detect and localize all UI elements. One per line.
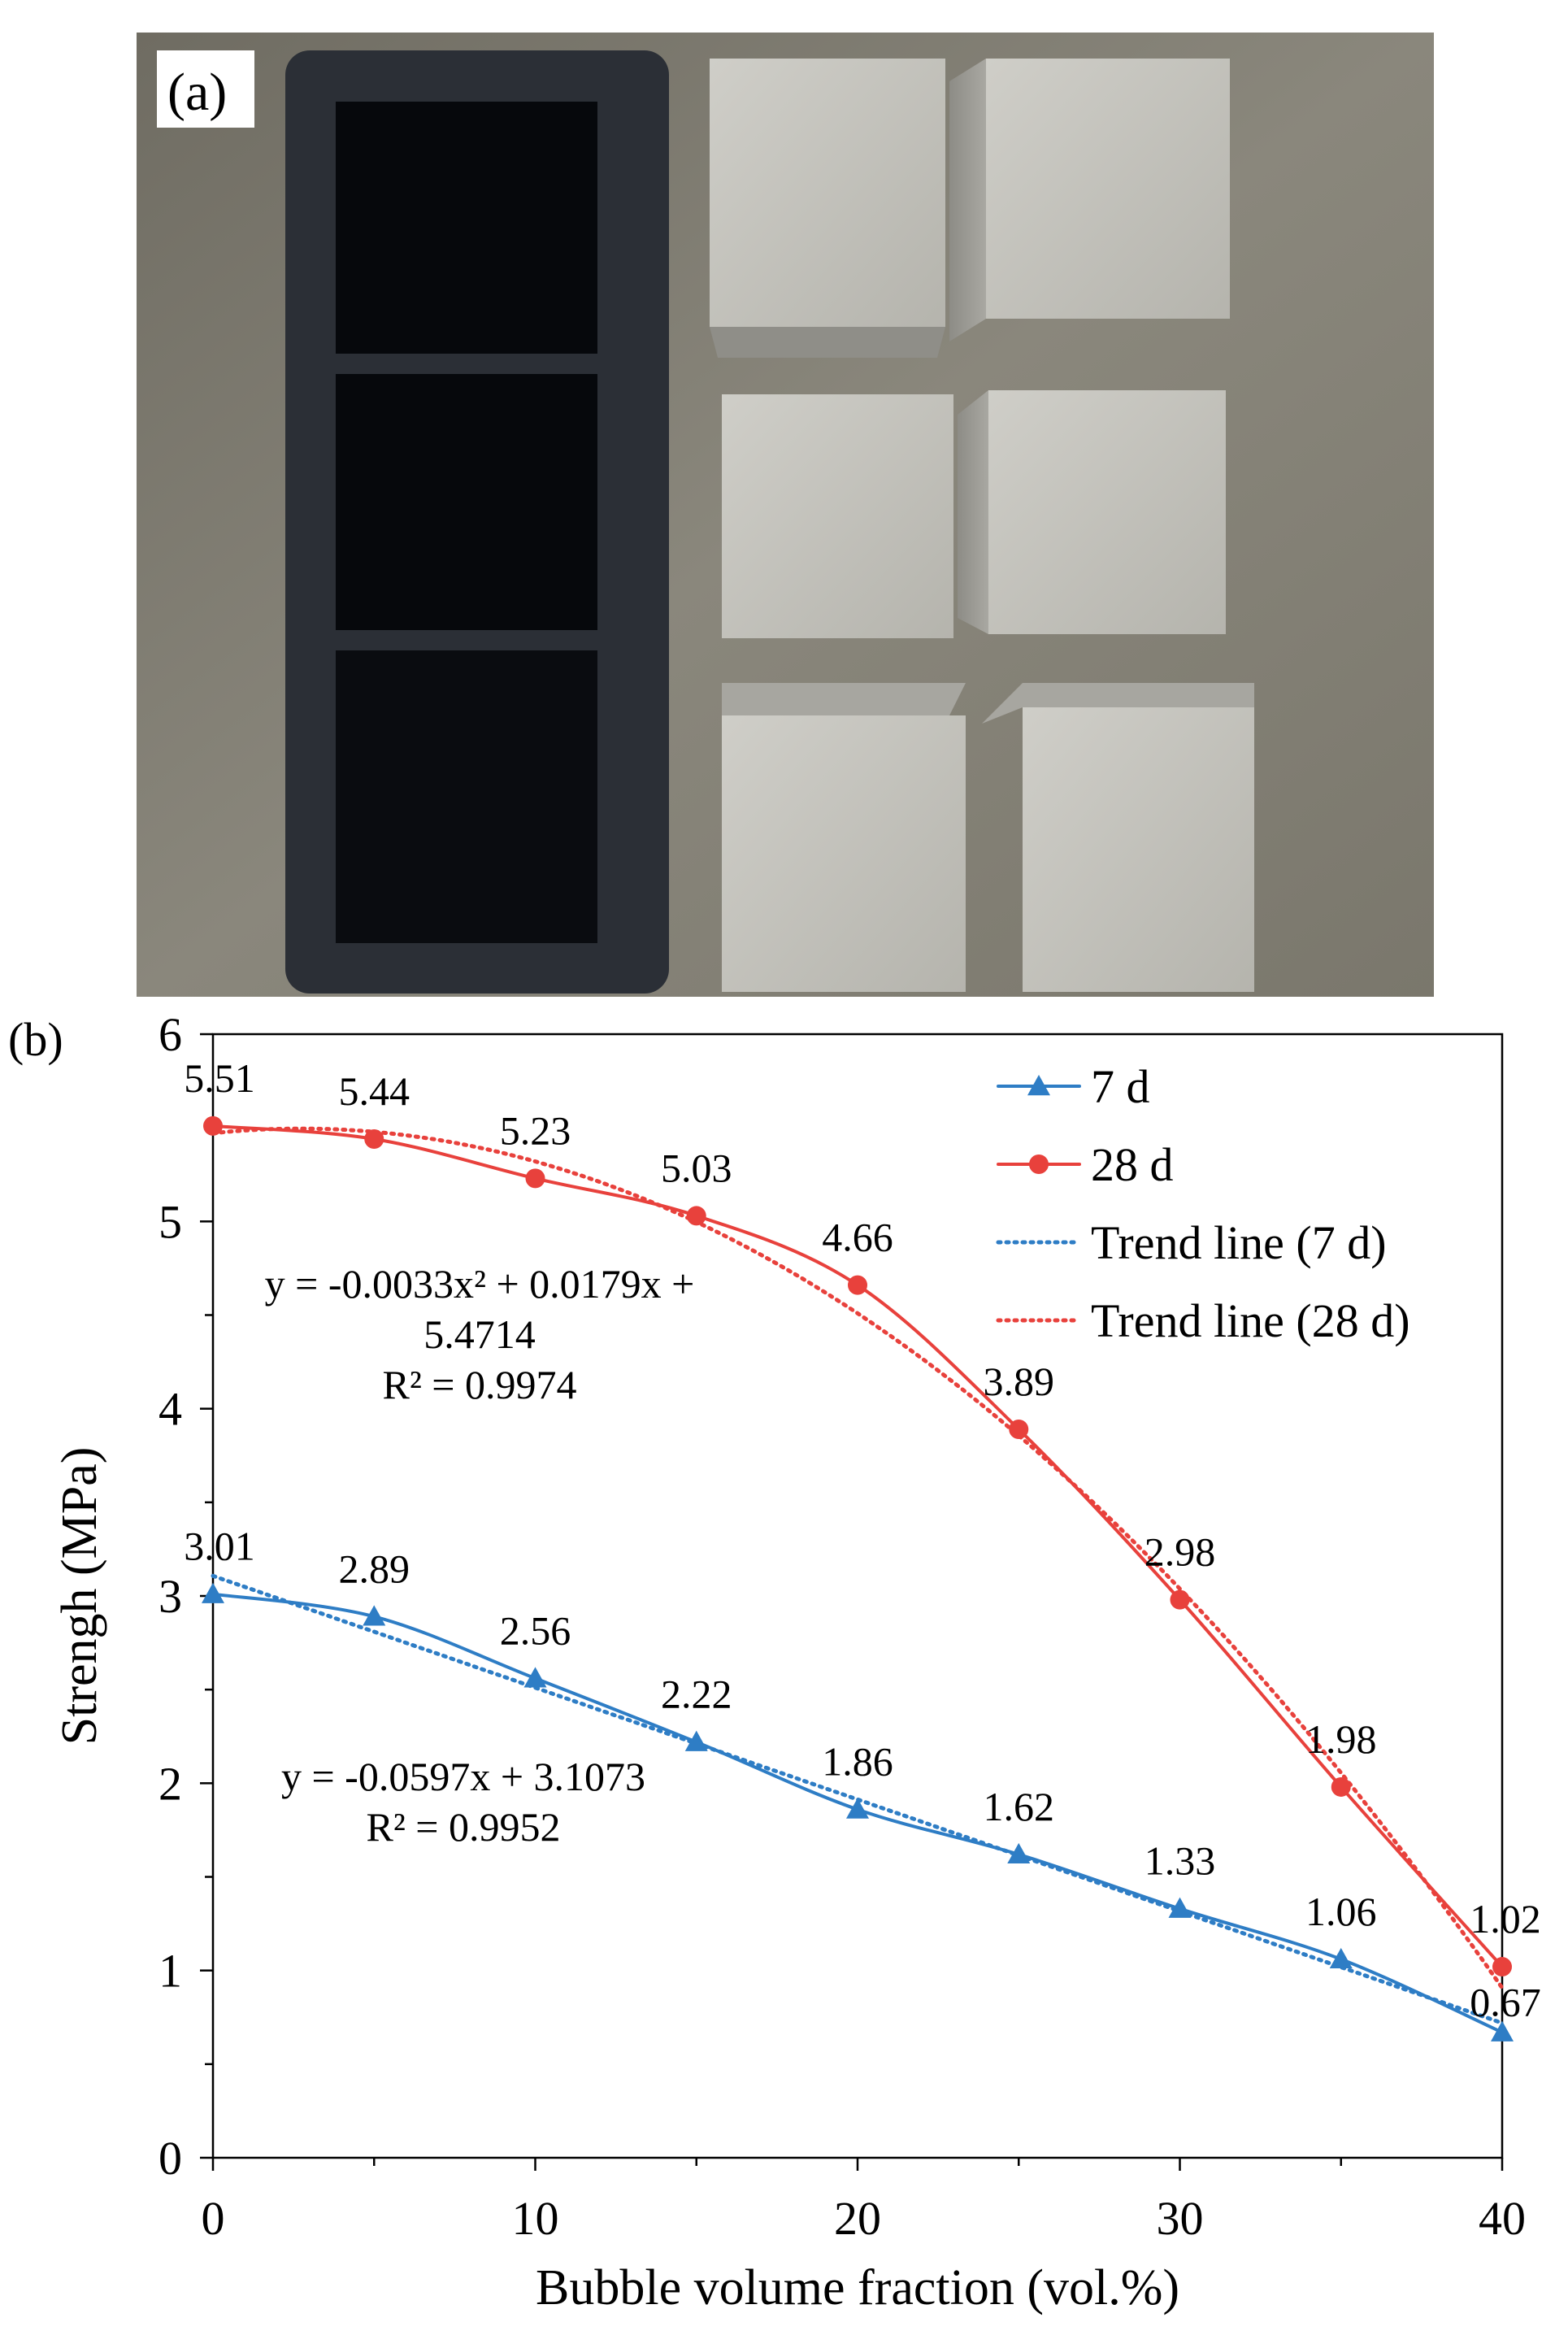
axes: 0 1 2 3 4 5 6 0 10 20 30 40 Bubble volume fraction (… [52,1008,1526,2315]
data-label: 4.66 [822,1215,893,1260]
data-label: 1.33 [1145,1838,1216,1884]
data-point [846,1798,869,1819]
data-point [1168,1897,1192,1918]
data-label: 5.44 [339,1068,410,1114]
data-point [1492,1957,1512,1977]
data-label: 5.23 [500,1107,571,1153]
data-label: 2.22 [661,1672,732,1717]
trendline-1 [211,1126,1505,1990]
y-tick-label: 3 [159,1570,182,1623]
data-point [363,1605,386,1626]
data-label: 5.03 [661,1145,732,1190]
data-point [848,1275,867,1295]
data-point [686,1206,706,1226]
data-point [1170,1589,1190,1610]
panel-a-label: (a) [167,63,227,122]
data-label: 1.06 [1305,1889,1377,1934]
legend-label: 7 d [1091,1060,1150,1113]
x-tick-label: 0 [202,2192,225,2245]
data-label: 1.62 [984,1784,1055,1829]
y-tick-label: 6 [159,1008,182,1061]
legend-marker [1029,1154,1049,1174]
plot-frame [211,1033,1504,2159]
r2-7d: R² = 0.9952 [366,1804,560,1850]
x-axis-label: Bubble volume fraction (vol.%) [536,2260,1179,2315]
r2-28d: R² = 0.9974 [382,1362,576,1407]
data-point [202,1582,224,1603]
concrete-specimens-photo: (a) [137,33,1434,997]
legend-label: 28 d [1091,1138,1174,1191]
data-label: 1.02 [1470,1896,1541,1941]
data-point [1009,1420,1029,1440]
photo-panel: (a) [137,33,1434,997]
data-point [203,1115,223,1136]
data-point [1007,1842,1031,1864]
legend: 7 d 28 d Trend line (7 d) Trend line (28 d) [996,1060,1410,1347]
x-tick-label: 10 [512,2192,559,2245]
strength-chart: (b) 0 1 2 3 4 5 6 0 10 20 30 40 Bubble volume fracti… [8,1008,1541,2315]
data-point [364,1128,384,1149]
equation-28d-line2: 5.4714 [423,1311,536,1357]
data-label: 1.86 [822,1739,893,1785]
data-label: 3.89 [984,1359,1055,1404]
data-point [1329,1947,1353,1969]
data-point [523,1667,547,1688]
chart-panel: (b) 0 1 2 3 4 5 6 0 10 20 30 40 Bubble volume fracti… [0,997,1568,2331]
legend-label: Trend line (28 d) [1091,1294,1410,1347]
legend-label: Trend line (7 d) [1091,1216,1387,1269]
data-point [684,1730,708,1751]
legend-marker [1027,1075,1050,1096]
annotations: 3.01 2.89 2.56 2.22 1.86 1.62 1.33 1.06 0.67 5.51… [184,1055,1541,2025]
y-tick-label: 0 [159,2132,182,2185]
x-tick-label: 40 [1479,2192,1526,2245]
equation-7d: y = -0.0597x + 3.1073 [281,1754,645,1799]
concrete-cubes [710,59,1254,992]
data-label: 0.67 [1470,1980,1541,2025]
panel-b-label: (b) [8,1013,63,1066]
data-point [1331,1776,1351,1797]
x-tick-label: 20 [834,2192,881,2245]
data-point [525,1168,545,1189]
y-tick-label: 1 [159,1945,182,1998]
steel-mold [285,50,669,994]
data-label: 5.51 [184,1055,255,1101]
data-point [1491,2020,1514,2041]
series [202,1115,1514,2041]
y-tick-label: 4 [159,1383,182,1436]
equation-28d-line1: y = -0.0033x² + 0.0179x + [265,1261,695,1307]
series-line-1 [212,1124,1504,1968]
data-label: 2.98 [1145,1529,1216,1575]
panel-a-label-box [157,50,254,128]
data-label: 3.01 [184,1524,255,1569]
data-label: 2.56 [500,1607,571,1653]
data-label: 2.89 [339,1546,410,1591]
y-axis-label: Strengh (MPa) [52,1447,107,1746]
y-tick-label: 5 [159,1195,182,1248]
x-tick-label: 30 [1157,2192,1204,2245]
y-tick-label: 2 [159,1757,182,1810]
data-label: 1.98 [1305,1716,1377,1762]
